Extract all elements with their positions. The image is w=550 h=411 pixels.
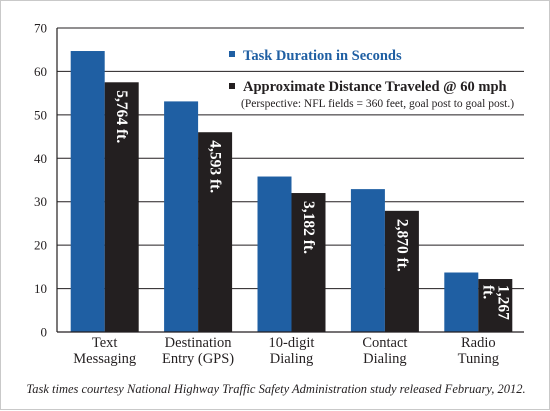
legend-swatch-duration <box>229 51 235 57</box>
bar-task-duration <box>350 189 385 332</box>
data-label-distance: ft. <box>479 285 496 299</box>
bar-task-duration <box>444 272 479 332</box>
x-category-label: Destination <box>165 335 233 351</box>
x-category-label: Text <box>92 335 118 351</box>
bar-task-duration <box>70 51 105 332</box>
bar-task-duration <box>164 101 199 332</box>
y-tick-label: 70 <box>34 21 47 36</box>
data-label-distance: 4,593 ft. <box>207 140 224 193</box>
legend: Task Duration in Seconds Approximate Dis… <box>229 48 514 110</box>
y-tick-label: 20 <box>34 238 47 253</box>
y-axis-ticks: 0 10 20 30 40 50 60 70 <box>34 21 47 340</box>
y-tick-label: 60 <box>34 64 47 79</box>
legend-swatch-distance <box>229 83 235 89</box>
data-label-distance: 2,870 ft. <box>393 219 410 272</box>
bar-task-duration <box>257 176 292 332</box>
x-category-label: Dialing <box>363 351 407 367</box>
x-category-label: 10-digit <box>269 335 315 351</box>
y-tick-label: 0 <box>41 325 48 340</box>
x-category-label: Dialing <box>270 351 314 367</box>
x-category-label: Entry (GPS) <box>162 351 234 367</box>
bar-distance-traveled <box>291 193 326 332</box>
bar-distance-traveled <box>104 82 139 333</box>
x-category-label: Contact <box>362 335 407 351</box>
legend-label-duration: Task Duration in Seconds <box>243 48 402 64</box>
y-tick-label: 10 <box>34 281 47 296</box>
y-tick-label: 50 <box>34 107 47 122</box>
data-label-distance: 1,267 <box>494 285 511 320</box>
data-label-distance: 3,182 ft. <box>300 201 317 254</box>
bar-distance-traveled <box>198 132 233 332</box>
legend-label-distance: Approximate Distance Traveled @ 60 mph <box>243 79 507 95</box>
legend-note: (Perspective: NFL fields = 360 feet, goa… <box>241 98 514 110</box>
data-labels: 5,764 ft. 4,593 ft. 3,182 ft. 2,870 ft. 1,26… <box>113 90 511 320</box>
data-label-distance: 5,764 ft. <box>113 90 130 143</box>
bar-distance-traveled <box>384 210 419 332</box>
y-tick-label: 30 <box>34 194 47 209</box>
y-tick-label: 40 <box>34 151 47 166</box>
bar-distance-traveled <box>478 279 513 332</box>
footnote: Task times courtesy National Highway Tra… <box>26 382 525 396</box>
x-category-label: Messaging <box>73 351 136 367</box>
x-category-label: Radio <box>461 335 496 351</box>
x-category-label: Tuning <box>458 351 499 367</box>
bars <box>70 51 513 333</box>
